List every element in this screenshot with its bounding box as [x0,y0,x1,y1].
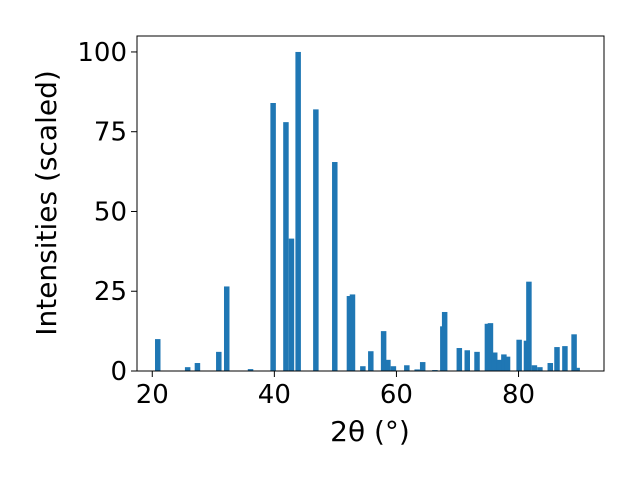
x-tick-label: 20 [136,380,169,410]
bar [531,365,538,371]
y-tick-label: 75 [94,118,127,148]
bar [270,103,276,371]
plot-border [136,35,605,372]
bar [547,363,554,371]
bar [380,331,387,371]
bar [456,348,463,371]
bar [184,367,191,371]
bar [313,109,319,371]
bar [516,339,522,371]
bar-group [155,51,580,371]
bar [537,367,543,371]
bar [562,346,568,371]
bar [414,369,420,371]
y-tick-label: 25 [94,277,127,307]
bar [194,363,201,371]
y-tick-label: 50 [94,197,127,227]
bar [491,352,498,371]
y-tick-label: 0 [110,357,127,387]
bar [283,122,289,371]
x-axis: 20 40 60 80 [136,371,535,410]
x-tick-label: 80 [502,380,535,410]
bar [487,323,494,371]
bar [155,339,161,371]
bar [390,366,397,371]
bar [368,351,374,371]
y-tick-label: 100 [77,38,127,68]
bar [332,162,338,371]
bar [571,334,577,371]
bar [247,369,254,371]
bar [349,294,356,371]
bar [526,281,532,371]
bar [501,354,507,371]
x-tick-label: 60 [380,380,413,410]
bar [385,359,391,371]
bar [574,367,580,371]
bar [295,51,301,371]
y-axis: 0 25 50 75 100 [77,38,137,387]
bar [419,362,426,371]
bar [474,351,480,371]
y-axis-label: Intensities (scaled) [30,70,63,336]
plot-frame [137,36,604,371]
bar [496,359,502,371]
bar [554,347,560,371]
x-tick-label: 40 [258,380,291,410]
x-axis-label: 2θ (°) [330,415,410,448]
bar [216,351,222,371]
bar [404,365,410,371]
bar [464,350,470,371]
bar [346,296,353,371]
bar [360,366,366,371]
bar [223,286,230,371]
bar [484,323,491,371]
bar [504,356,511,371]
bar [288,238,295,371]
bar [441,311,448,371]
